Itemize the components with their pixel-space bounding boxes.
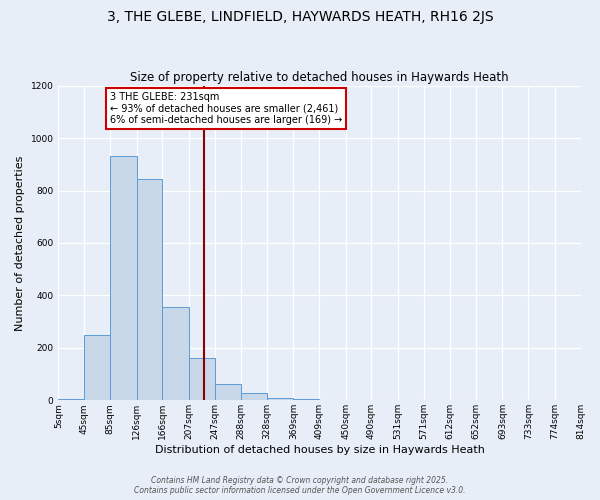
Bar [215,384,241,400]
Bar [110,156,137,400]
Text: Contains HM Land Registry data © Crown copyright and database right 2025.
Contai: Contains HM Land Registry data © Crown c… [134,476,466,495]
Bar [189,358,215,401]
Bar [137,178,163,400]
Bar [241,393,267,400]
Bar [293,399,319,400]
Bar [58,399,84,400]
Title: Size of property relative to detached houses in Haywards Heath: Size of property relative to detached ho… [130,72,509,85]
Y-axis label: Number of detached properties: Number of detached properties [15,156,25,330]
Bar [267,398,293,400]
Bar [84,336,110,400]
Bar [163,307,189,400]
X-axis label: Distribution of detached houses by size in Haywards Heath: Distribution of detached houses by size … [155,445,484,455]
Text: 3, THE GLEBE, LINDFIELD, HAYWARDS HEATH, RH16 2JS: 3, THE GLEBE, LINDFIELD, HAYWARDS HEATH,… [107,10,493,24]
Text: 3 THE GLEBE: 231sqm
← 93% of detached houses are smaller (2,461)
6% of semi-deta: 3 THE GLEBE: 231sqm ← 93% of detached ho… [110,92,342,126]
